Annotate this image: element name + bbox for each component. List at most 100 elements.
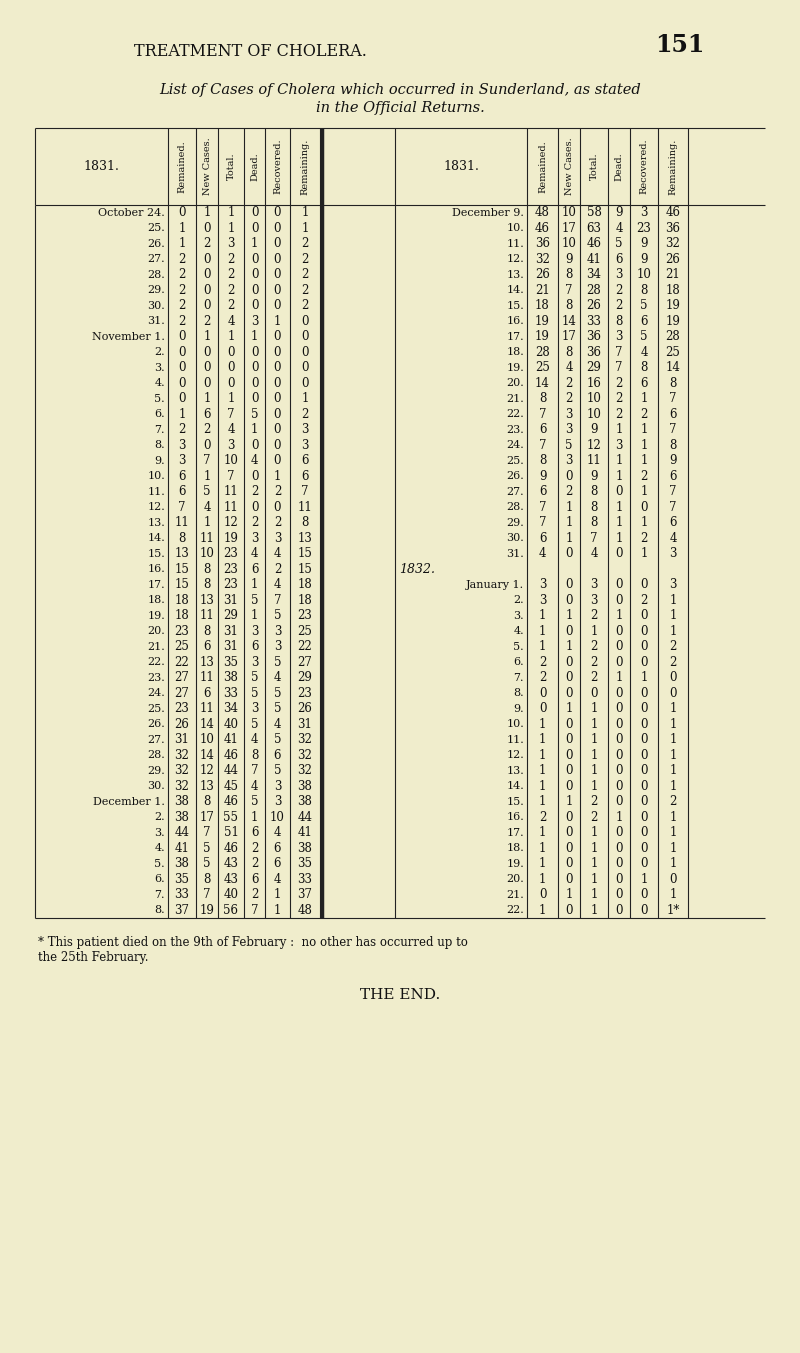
Text: 2.: 2. — [154, 812, 165, 823]
Text: 3: 3 — [538, 594, 546, 606]
Text: 7: 7 — [203, 827, 210, 839]
Text: 9: 9 — [615, 206, 622, 219]
Text: 15.: 15. — [147, 549, 165, 559]
Text: 14.: 14. — [147, 533, 165, 544]
Text: 0: 0 — [274, 299, 282, 313]
Text: 4: 4 — [250, 547, 258, 560]
Text: 14: 14 — [199, 717, 214, 731]
Text: 3: 3 — [590, 594, 598, 606]
Text: 28: 28 — [535, 346, 550, 359]
Text: 6: 6 — [250, 873, 258, 886]
Text: 3: 3 — [590, 578, 598, 591]
Text: 41: 41 — [586, 253, 602, 265]
Text: 1: 1 — [539, 779, 546, 793]
Text: 7: 7 — [302, 486, 309, 498]
Text: 0: 0 — [566, 671, 573, 685]
Text: 30.: 30. — [506, 533, 524, 544]
Text: 1: 1 — [203, 330, 210, 344]
Text: 1: 1 — [203, 392, 210, 406]
Text: 2: 2 — [539, 671, 546, 685]
Text: 10.: 10. — [147, 471, 165, 482]
Text: 1: 1 — [670, 842, 677, 855]
Text: 1: 1 — [640, 671, 648, 685]
Text: 0: 0 — [615, 889, 622, 901]
Text: 19: 19 — [666, 299, 681, 313]
Text: 0: 0 — [274, 455, 282, 467]
Text: 0: 0 — [566, 858, 573, 870]
Text: 1: 1 — [590, 717, 598, 731]
Text: 0: 0 — [203, 361, 210, 375]
Text: 37: 37 — [174, 904, 190, 917]
Text: 18: 18 — [174, 609, 190, 622]
Text: 0: 0 — [615, 858, 622, 870]
Text: 3: 3 — [250, 532, 258, 545]
Text: 22.: 22. — [506, 409, 524, 419]
Text: 32: 32 — [174, 764, 190, 777]
Text: 19.: 19. — [147, 610, 165, 621]
Text: 1: 1 — [539, 717, 546, 731]
Text: 0: 0 — [640, 889, 648, 901]
Text: 0: 0 — [640, 779, 648, 793]
Text: 5.: 5. — [154, 394, 165, 403]
Text: 25: 25 — [174, 640, 190, 653]
Text: 1: 1 — [251, 578, 258, 591]
Text: 3: 3 — [670, 547, 677, 560]
Text: 8: 8 — [640, 284, 648, 296]
Text: 2: 2 — [251, 858, 258, 870]
Text: 28.: 28. — [147, 269, 165, 280]
Text: 1: 1 — [566, 640, 573, 653]
Text: 1: 1 — [566, 702, 573, 716]
Text: 7: 7 — [203, 455, 210, 467]
Text: 1: 1 — [178, 237, 186, 250]
Text: 1: 1 — [670, 810, 677, 824]
Text: 0: 0 — [566, 594, 573, 606]
Text: 31: 31 — [223, 625, 238, 637]
Text: 6: 6 — [203, 407, 210, 421]
Text: 44: 44 — [174, 827, 190, 839]
Text: 5: 5 — [274, 764, 282, 777]
Text: 3: 3 — [250, 702, 258, 716]
Text: 2: 2 — [590, 796, 598, 808]
Text: 2: 2 — [178, 268, 186, 281]
Text: 0: 0 — [590, 687, 598, 700]
Text: 2: 2 — [274, 486, 281, 498]
Text: 34: 34 — [586, 268, 602, 281]
Text: 0: 0 — [566, 547, 573, 560]
Text: 1: 1 — [615, 671, 622, 685]
Text: 6: 6 — [640, 315, 648, 327]
Text: 1: 1 — [590, 842, 598, 855]
Text: 19: 19 — [223, 532, 238, 545]
Text: 18: 18 — [298, 578, 312, 591]
Text: 0: 0 — [203, 299, 210, 313]
Text: 0: 0 — [203, 438, 210, 452]
Text: 8: 8 — [203, 563, 210, 576]
Text: 1: 1 — [590, 733, 598, 747]
Text: 6: 6 — [670, 517, 677, 529]
Text: 13.: 13. — [506, 269, 524, 280]
Text: 13: 13 — [174, 547, 190, 560]
Text: 1: 1 — [251, 423, 258, 436]
Text: 46: 46 — [223, 842, 238, 855]
Text: 48: 48 — [298, 904, 313, 917]
Text: 0: 0 — [274, 361, 282, 375]
Text: 58: 58 — [586, 206, 602, 219]
Text: 7: 7 — [538, 438, 546, 452]
Text: 10: 10 — [199, 547, 214, 560]
Text: 4: 4 — [250, 779, 258, 793]
Text: 3: 3 — [302, 438, 309, 452]
Text: 5: 5 — [250, 407, 258, 421]
Text: 2: 2 — [178, 284, 186, 296]
Text: 4: 4 — [538, 547, 546, 560]
Text: 13: 13 — [199, 656, 214, 668]
Text: Remaining.: Remaining. — [669, 138, 678, 195]
Text: 7: 7 — [670, 392, 677, 406]
Text: 0: 0 — [178, 346, 186, 359]
Text: 3: 3 — [615, 268, 622, 281]
Text: 0: 0 — [274, 423, 282, 436]
Text: 2: 2 — [178, 423, 186, 436]
Text: 6: 6 — [250, 827, 258, 839]
Text: 0: 0 — [566, 873, 573, 886]
Text: 2: 2 — [640, 532, 648, 545]
Text: 7: 7 — [615, 346, 622, 359]
Text: 46: 46 — [666, 206, 681, 219]
